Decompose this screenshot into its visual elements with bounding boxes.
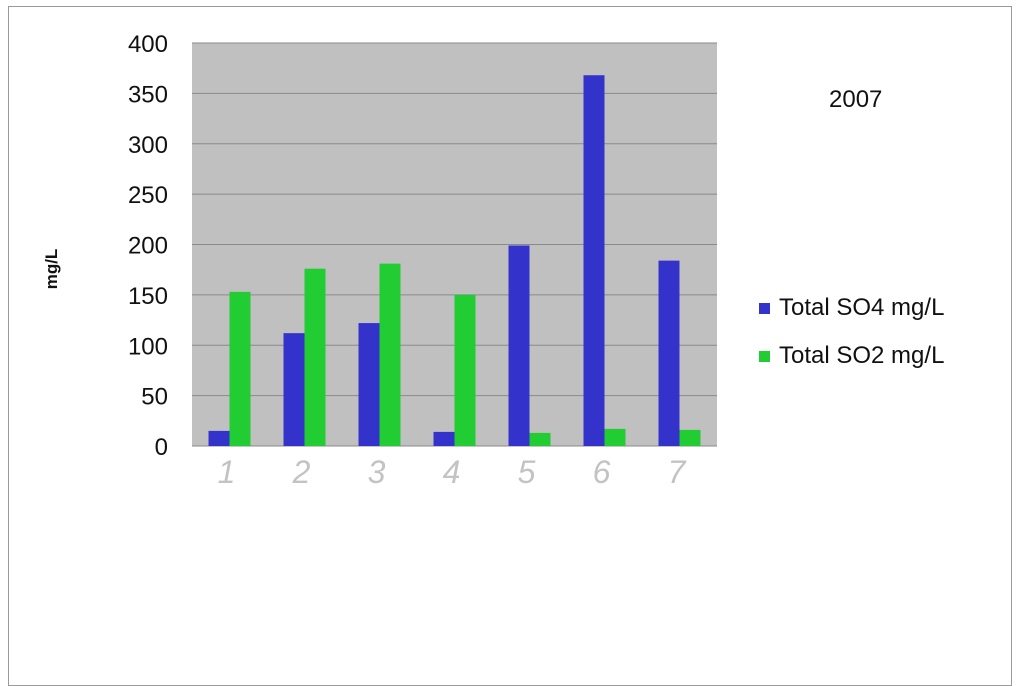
bar-so2-5: [529, 432, 551, 446]
y-tick-label: 350: [128, 81, 168, 108]
bar-so2-7: [679, 429, 701, 446]
y-tick-label: 400: [128, 31, 168, 58]
legend-label: Total SO2 mg/L: [779, 342, 944, 369]
x-tick-label: 6: [593, 454, 611, 490]
bar-so2-4: [454, 294, 476, 446]
bar-so4-7: [658, 260, 680, 446]
y-tick-label: 250: [128, 182, 168, 209]
x-axis-ticks: 1 2 3 4 5 6 7: [218, 454, 687, 490]
bar-so2-6: [604, 428, 626, 446]
bar-so4-1: [208, 430, 230, 446]
legend-swatch: [759, 351, 770, 362]
bar-so4-3: [358, 323, 380, 446]
y-tick-label: 100: [128, 333, 168, 360]
x-tick-label: 5: [518, 454, 536, 490]
bars: [208, 75, 701, 447]
bar-so2-1: [229, 291, 251, 446]
bar-so4-5: [508, 245, 530, 446]
bar-so4-6: [583, 75, 605, 447]
y-axis-ticks: 0 50 100 150 200 250 300 350 400: [128, 31, 168, 461]
chart-title: 2007: [829, 86, 882, 113]
legend-swatch: [759, 303, 770, 314]
x-tick-label: 7: [668, 454, 687, 490]
x-tick-label: 3: [368, 454, 386, 490]
chart-frame: 0 50 100 150 200 250 300 350 400 1 2 3 4 5 6 7 mg/L 20…: [8, 6, 1012, 686]
y-tick-label: 50: [141, 384, 168, 411]
y-axis-label: mg/L: [42, 249, 61, 290]
legend-label: Total SO4 mg/L: [779, 294, 944, 321]
bar-so4-2: [283, 333, 305, 446]
bar-chart: 0 50 100 150 200 250 300 350 400 1 2 3 4 5 6 7 mg/L 20…: [42, 31, 944, 490]
y-tick-label: 300: [128, 132, 168, 159]
y-tick-label: 200: [128, 233, 168, 260]
x-tick-label: 1: [218, 454, 236, 490]
bar-so2-2: [304, 268, 326, 446]
x-tick-label: 2: [292, 454, 311, 490]
y-tick-label: 0: [155, 434, 168, 461]
legend: Total SO4 mg/L Total SO2 mg/L: [759, 294, 944, 369]
x-tick-label: 4: [443, 454, 461, 490]
y-tick-label: 150: [128, 283, 168, 310]
bar-so2-3: [379, 263, 401, 446]
bar-so4-4: [433, 431, 455, 446]
